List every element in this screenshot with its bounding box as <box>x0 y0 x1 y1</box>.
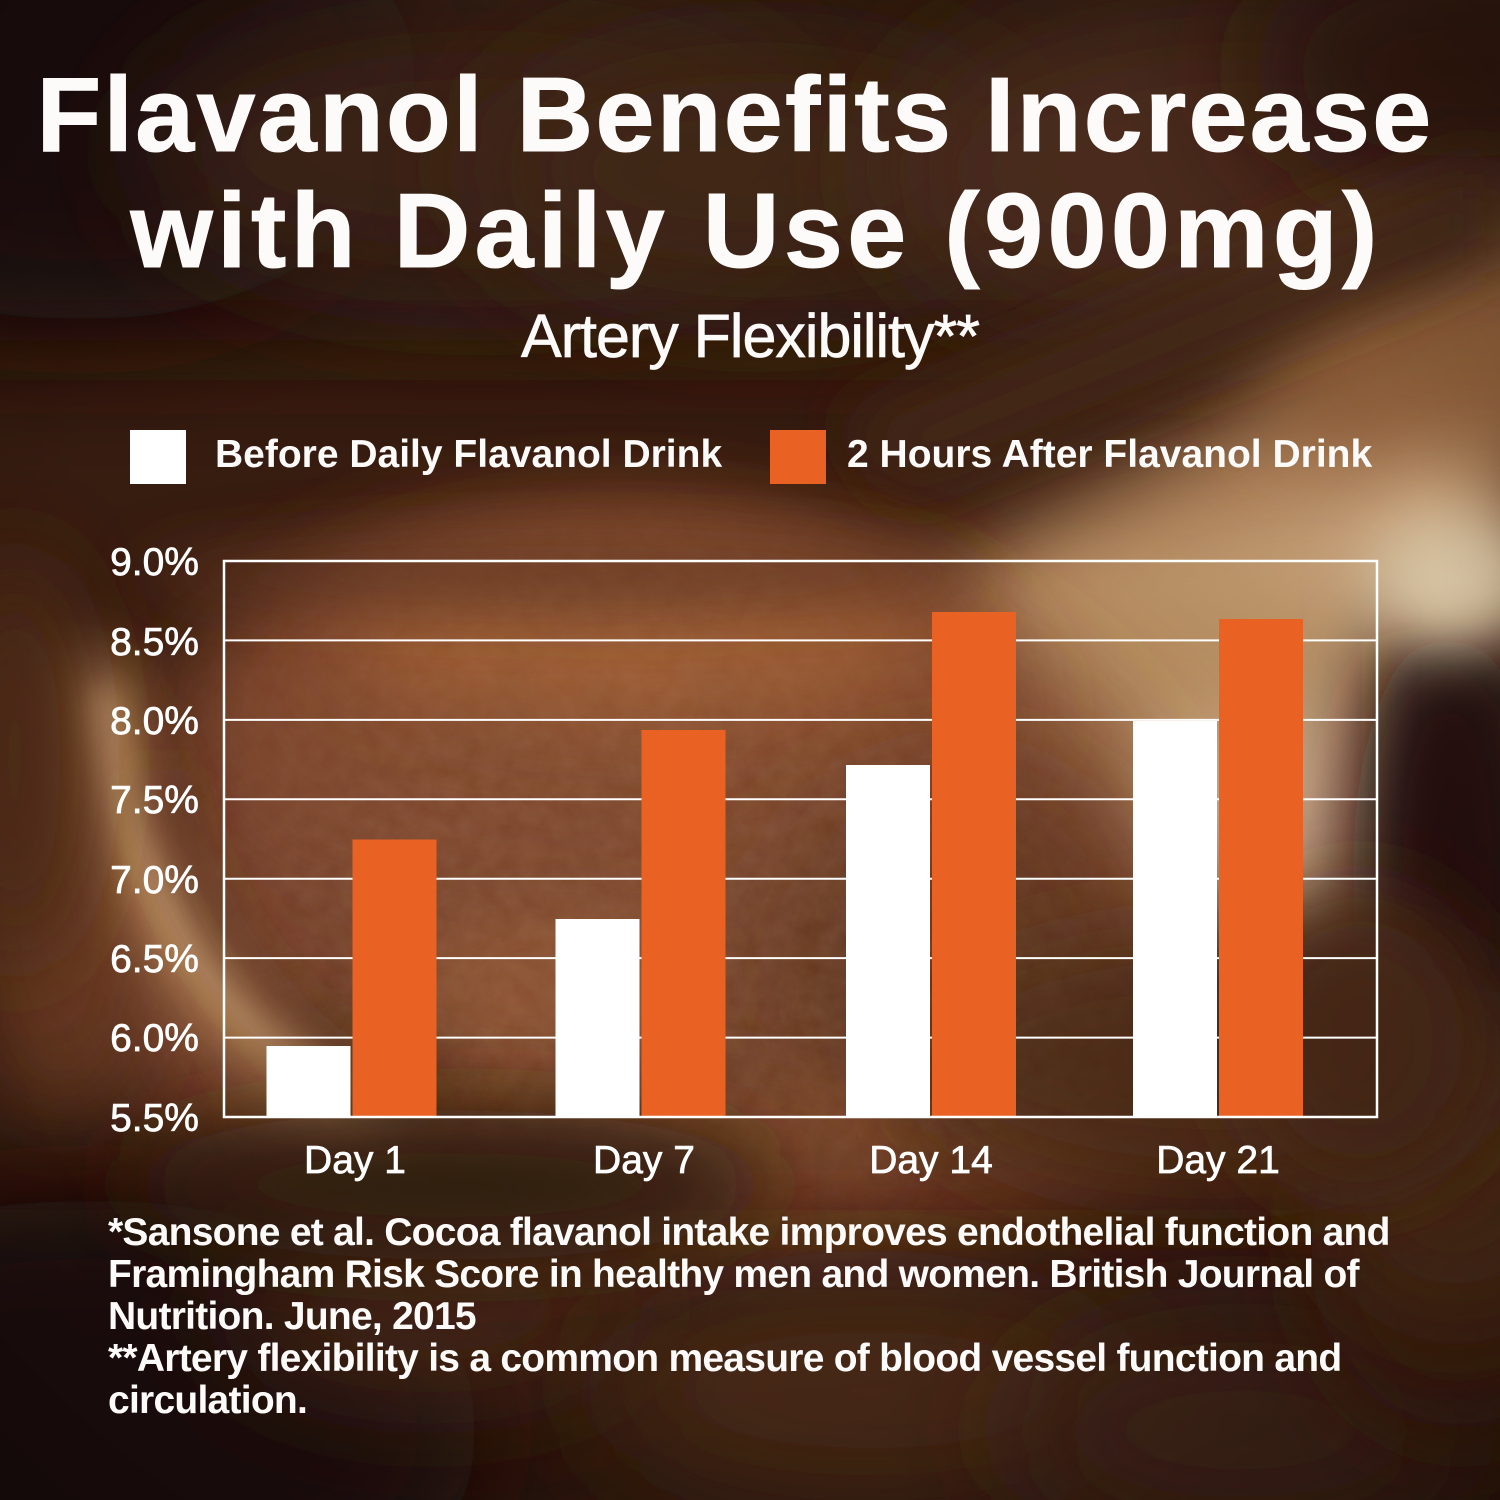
svg-text:5.5%: 5.5% <box>110 1097 199 1140</box>
svg-text:6.0%: 6.0% <box>110 1017 199 1060</box>
svg-text:8.5%: 8.5% <box>110 621 199 664</box>
svg-text:8.0%: 8.0% <box>110 700 199 743</box>
svg-text:9.0%: 9.0% <box>110 541 199 584</box>
svg-text:Day 7: Day 7 <box>593 1139 695 1182</box>
svg-text:6.5%: 6.5% <box>110 938 199 981</box>
svg-text:Day 1: Day 1 <box>304 1139 406 1182</box>
svg-text:7.0%: 7.0% <box>110 859 199 902</box>
svg-text:7.5%: 7.5% <box>110 779 199 822</box>
svg-text:Day 21: Day 21 <box>1156 1139 1280 1182</box>
svg-text:Day 14: Day 14 <box>869 1139 993 1182</box>
